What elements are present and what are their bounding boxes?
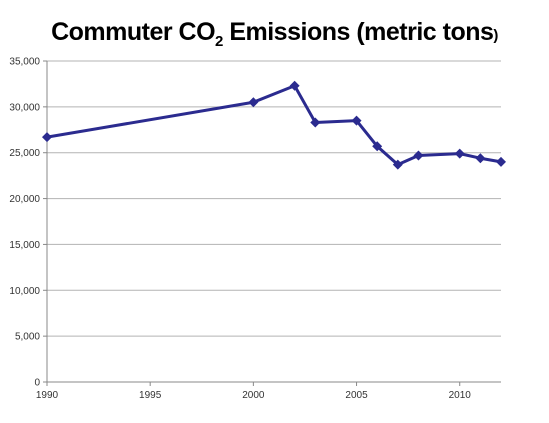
x-tick-label: 2000: [242, 390, 265, 401]
data-point: [372, 141, 383, 152]
data-point: [413, 150, 424, 161]
data-point: [475, 153, 486, 164]
x-tick-label: 1995: [139, 390, 162, 401]
data-point: [496, 156, 506, 167]
data-point: [351, 115, 362, 126]
chart-title-subscript: 2: [215, 33, 223, 50]
y-tick-label: 20,000: [9, 194, 40, 205]
data-point: [289, 80, 300, 91]
y-tick-label: 35,000: [9, 57, 40, 68]
x-tick-label: 2010: [449, 390, 472, 401]
chart-title: Commuter CO2 Emissions (metric tons): [0, 18, 549, 50]
x-axis-ticks: 1990 1995 2000 2005 2010: [36, 382, 471, 401]
x-tick-label: 2005: [345, 390, 368, 401]
y-tick-label: 15,000: [9, 240, 40, 251]
data-point: [454, 148, 465, 159]
y-tick-label: 25,000: [9, 148, 40, 159]
data-point: [248, 97, 259, 108]
x-tick-label: 1990: [36, 390, 59, 401]
grid-lines: [47, 60, 501, 337]
chart-title-close: ): [493, 27, 498, 44]
chart-title-main: Commuter CO: [51, 18, 216, 46]
data-point: [310, 117, 321, 128]
axes: [46, 61, 501, 383]
chart-title-rest: Emissions (metric tons: [222, 18, 494, 46]
y-axis-ticks: 0 5,000 10,000 15,000 20,000 25,000 30,000 35,0…: [9, 57, 47, 389]
y-tick-label: 10,000: [9, 286, 40, 297]
series: [42, 80, 506, 170]
data-point: [42, 132, 52, 143]
y-tick-label: 5,000: [15, 332, 40, 343]
y-tick-label: 30,000: [9, 102, 40, 113]
y-tick-label: 0: [34, 378, 40, 389]
data-point: [392, 159, 403, 170]
